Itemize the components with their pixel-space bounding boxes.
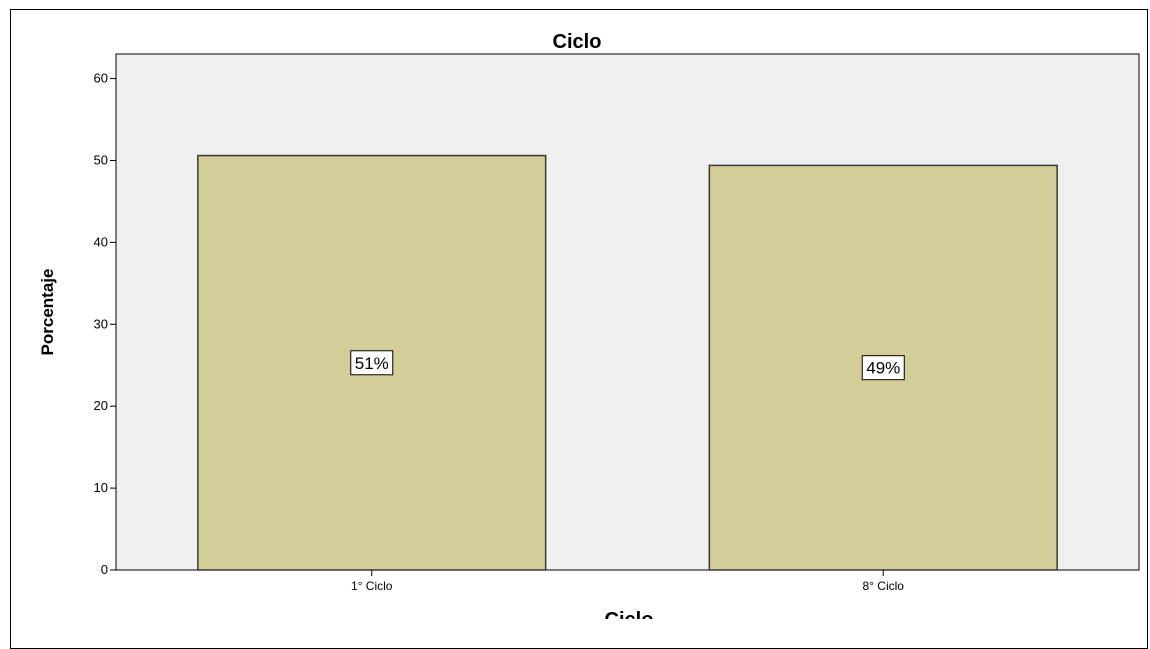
y-axis-label: Porcentaje bbox=[38, 269, 57, 356]
y-axis: 0 10 20 30 40 50 60 bbox=[94, 54, 117, 577]
x-tick-label: 8° Ciclo bbox=[863, 579, 905, 593]
y-tick-label: 60 bbox=[94, 71, 108, 86]
y-tick-label: 30 bbox=[94, 316, 108, 331]
y-tick-label: 10 bbox=[94, 480, 108, 495]
x-tick-label: 1° Ciclo bbox=[351, 579, 393, 593]
data-label: 51% bbox=[355, 354, 389, 373]
y-tick-label: 50 bbox=[94, 152, 108, 167]
y-tick-label: 20 bbox=[94, 398, 108, 413]
y-tick-label: 0 bbox=[101, 562, 108, 577]
bar-chart: Ciclo Porcentaje Ciclo 0 10 20 30 40 50 60 51%… bbox=[38, 31, 1140, 619]
y-tick-label: 40 bbox=[94, 234, 108, 249]
bars: 51% 49% bbox=[197, 154, 1058, 571]
data-label-box bbox=[861, 355, 905, 381]
x-axis: 1° Ciclo 8° Ciclo bbox=[351, 570, 904, 593]
chart-title: Ciclo bbox=[553, 31, 602, 53]
data-label-box bbox=[350, 350, 394, 376]
data-label: 49% bbox=[866, 359, 900, 378]
x-axis-label: Ciclo bbox=[605, 609, 654, 619]
